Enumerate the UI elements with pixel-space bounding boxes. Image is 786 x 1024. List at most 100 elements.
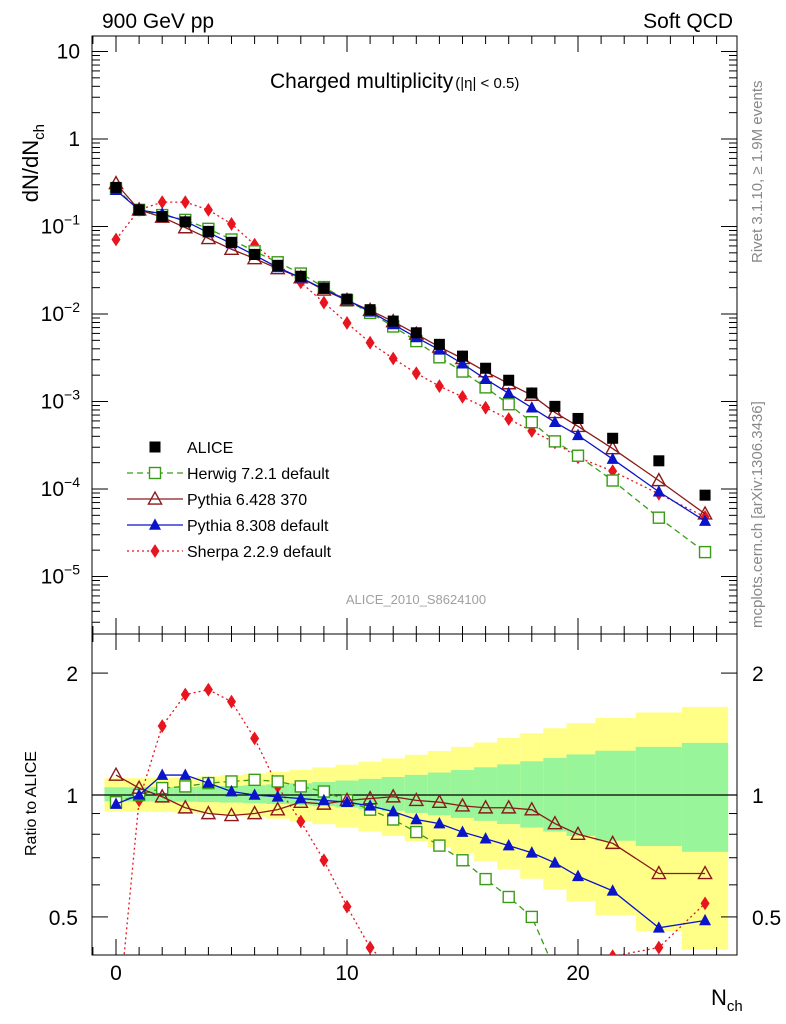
- ratio-point: [572, 869, 584, 882]
- ratio-point: [654, 940, 664, 955]
- ratio-point: [431, 793, 448, 808]
- main-y-tick-label: 10−5: [41, 562, 81, 589]
- ratio-point: [524, 801, 540, 816]
- ratio-point: [387, 804, 400, 817]
- mcplots-citation-label: mcplots.cern.ch [arXiv:1306.3436]: [749, 401, 766, 628]
- band-inner-segment: [635, 746, 682, 847]
- ratio-point: [525, 910, 538, 924]
- data-point: [295, 270, 307, 282]
- ratio-point: [319, 853, 329, 868]
- ratio-point: [479, 832, 492, 844]
- data-point: [387, 315, 399, 327]
- data-point: [653, 455, 665, 467]
- data-point: [223, 240, 240, 256]
- data-point: [548, 435, 562, 448]
- ratio-point: [549, 964, 560, 975]
- legend-label: Pythia 8.308 default: [187, 518, 329, 535]
- data-point: [699, 489, 711, 501]
- legend-marker: [149, 518, 161, 530]
- legend-label: Pythia 6.428 370: [187, 492, 307, 509]
- main-y-axis-title: dN/dNch: [18, 124, 48, 202]
- ratio-y-tick-labels: 2 1 0.5 2 1 0.5: [49, 663, 781, 930]
- data-point: [480, 362, 492, 374]
- main-y-tick-label: 10: [57, 41, 80, 64]
- ratio-point: [385, 788, 401, 803]
- ratio-point: [225, 784, 238, 797]
- ratio-point: [606, 884, 619, 896]
- ratio-point: [608, 949, 617, 955]
- data-point: [249, 248, 261, 260]
- ratio-tick-label-left: 2: [66, 663, 78, 686]
- ratio-point: [294, 791, 307, 804]
- ratio-point: [365, 940, 375, 955]
- ratio-point: [604, 834, 621, 850]
- data-point: [571, 449, 585, 462]
- data-point: [156, 211, 168, 223]
- ratio-point: [547, 815, 563, 830]
- data-point: [203, 202, 213, 217]
- legend-entry: Pythia 6.428 370: [127, 490, 307, 509]
- ratio-point: [250, 731, 260, 746]
- ratio-data-series: [108, 682, 713, 992]
- data-point: [110, 181, 122, 193]
- ratio-point: [504, 968, 513, 982]
- x-tick-label: 10: [335, 962, 358, 985]
- data-point: [503, 374, 515, 386]
- ratio-point: [364, 799, 377, 811]
- ratio-point: [296, 814, 306, 829]
- ratio-point: [246, 805, 263, 820]
- series-line: [115, 201, 706, 518]
- main-data-series: [108, 175, 713, 559]
- ratio-point: [699, 913, 712, 926]
- ratio-point: [570, 825, 586, 841]
- ratio-point: [458, 978, 467, 992]
- ratio-point: [180, 687, 190, 702]
- data-point: [272, 259, 284, 271]
- data-point: [526, 387, 538, 399]
- data-point: [525, 401, 538, 413]
- data-point: [607, 432, 619, 444]
- data-point: [572, 428, 584, 441]
- ratio-point: [412, 978, 421, 992]
- ratio-point: [502, 890, 515, 904]
- ratio-tick-label-left: 1: [66, 785, 78, 808]
- legend-marker: [150, 544, 160, 558]
- main-y-tick-labels: 10 1 10−1 10−2 10−3 10−4 10−5: [41, 41, 81, 589]
- data-point: [434, 379, 444, 393]
- ratio-tick-label-right: 0.5: [752, 907, 781, 930]
- main-y-tick-label: 10−3: [41, 387, 81, 414]
- data-point: [456, 357, 469, 369]
- legend-entry: ALICE: [149, 440, 233, 457]
- data-point: [411, 366, 421, 381]
- ratio-point: [342, 899, 352, 914]
- ratio-point: [410, 812, 423, 825]
- x-tick-label: 20: [566, 962, 589, 985]
- ratio-point: [269, 801, 286, 816]
- data-point: [504, 412, 514, 426]
- ratio-point: [389, 963, 398, 977]
- series-alice: [110, 181, 711, 501]
- ratio-point: [481, 973, 490, 987]
- ratio-point: [271, 775, 284, 788]
- ratio-point: [500, 799, 517, 814]
- ratio-point: [227, 694, 236, 709]
- analysis-watermark: ALICE_2010_S8624100: [346, 592, 486, 607]
- plot-title: Charged multiplicity (|η| < 0.5): [270, 70, 519, 93]
- data-point: [606, 474, 619, 487]
- ratio-point: [651, 865, 667, 880]
- data-point: [457, 350, 468, 362]
- ratio-point: [179, 780, 192, 793]
- band-inner-segment: [681, 742, 729, 852]
- legend-label: ALICE: [187, 440, 233, 457]
- ratio-point: [433, 816, 446, 829]
- data-point: [341, 293, 353, 305]
- ratio-point: [133, 788, 146, 800]
- data-point: [319, 295, 329, 310]
- data-point: [111, 232, 121, 247]
- data-point: [365, 335, 375, 350]
- ratio-point: [527, 963, 536, 977]
- ratio-point: [154, 788, 170, 803]
- ratio-point: [479, 872, 492, 886]
- data-point: [318, 282, 330, 294]
